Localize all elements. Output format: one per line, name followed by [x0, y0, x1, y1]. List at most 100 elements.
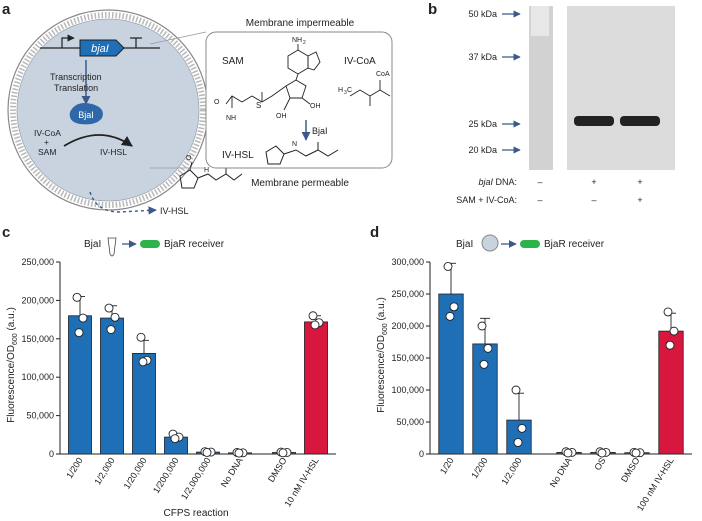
data-point	[74, 328, 84, 338]
x-tick-label: DMSO	[266, 456, 289, 484]
x-tick-label: 100 nM IV-HSL	[635, 456, 676, 513]
ivcoa-structure: H 3 C CoA	[338, 71, 391, 106]
panel-d-schematic-left: BjaI	[456, 239, 473, 250]
panel-d-ylabel-suffix: (a.u.)	[376, 297, 387, 323]
gel-sign: +	[637, 177, 642, 187]
row1-label-rest: DNA:	[493, 177, 517, 187]
tube-icon	[107, 237, 117, 257]
data-point	[78, 313, 88, 323]
y-tick-label: 250,000	[391, 289, 424, 299]
data-point	[449, 302, 459, 312]
ivcoa-c-atom: C	[347, 87, 352, 94]
panel-c-label: c	[2, 224, 10, 241]
sam-o-minus-atom: O	[214, 99, 220, 106]
sam-nh2-bottom-atom: NH	[226, 115, 236, 122]
ivhsl-h-atom: H	[204, 167, 209, 174]
x-tick-label: 1/20,000	[122, 456, 149, 491]
ivhsl-o-atom: O	[186, 155, 192, 162]
terminator-icon	[130, 37, 142, 48]
gel-marker-label: 25 kDa	[468, 119, 497, 129]
diffusion-arrow	[89, 191, 157, 215]
data-point	[110, 312, 120, 322]
gel-marker-label: 50 kDa	[468, 9, 497, 19]
panel-d-ylabel: Fluorescence/OD600 (a.u.)	[376, 297, 389, 413]
panel-d-schematic-right: BjaR receiver	[544, 239, 605, 250]
cell-cytoplasm	[16, 18, 200, 202]
x-tick-label: 1/200	[469, 456, 489, 480]
protein-label: BjaI	[78, 110, 94, 120]
ivcoa-h3c-atom: H	[338, 87, 343, 94]
gene-construct: bjaI	[40, 34, 160, 57]
sam-nh2-sub: 2	[303, 40, 306, 46]
x-tick-label: 1/200	[64, 456, 84, 480]
data-point	[170, 434, 180, 444]
panel-d-ylabel-sub: 600	[382, 323, 389, 335]
y-tick-label: 200,000	[391, 321, 424, 331]
x-tick-label: 1/2,000	[499, 456, 523, 487]
bar	[100, 317, 124, 455]
panel-c-ylabel-sub: 600	[12, 333, 19, 345]
panel-c-receiver-icon	[140, 240, 160, 248]
x-tick-label: No DNA	[548, 456, 574, 489]
gel-signs: – + + – – +	[537, 177, 642, 205]
box-ivhsl-text: IV-HSL	[222, 150, 254, 161]
x-tick-label: OS	[592, 456, 607, 472]
data-point	[663, 307, 673, 317]
zoom-box	[205, 31, 393, 169]
gel-sign: +	[637, 195, 642, 205]
data-point	[443, 262, 453, 271]
y-tick-label: 300,000	[391, 257, 424, 267]
panel-d-receiver-icon	[520, 240, 540, 248]
panel-c: c BjaI BjaR receiver Fluorescence/OD600 …	[2, 224, 336, 519]
data-point	[234, 448, 244, 458]
row2-label: SAM + IV-CoA:	[456, 195, 517, 205]
y-tick-label: 150,000	[391, 353, 424, 363]
row1-label: bjaI DNA:	[478, 177, 517, 187]
panel-d-label: d	[370, 224, 379, 241]
sam-text: SAM	[38, 147, 56, 157]
gel-sign: –	[591, 195, 596, 205]
data-point	[563, 448, 573, 458]
y-tick-label: 100,000	[391, 385, 424, 395]
panel-a-label: a	[2, 1, 11, 18]
box-enzyme-text: BjaI	[312, 126, 328, 136]
panel-d: d BjaI BjaR receiver Fluorescence/OD600 …	[370, 224, 692, 513]
data-point	[136, 332, 146, 342]
plus-text: +	[44, 137, 49, 147]
y-tick-label: 0	[419, 449, 424, 459]
y-tick-label: 50,000	[26, 411, 54, 421]
gel-sign: +	[591, 177, 596, 187]
bar	[304, 321, 328, 455]
data-point	[72, 292, 82, 302]
panel-b: b 50 kDa 37 kDa 25 kDa 20 kDa bjaI DNA: SAM…	[428, 1, 675, 205]
data-point	[631, 448, 641, 458]
y-tick-label: 250,000	[21, 257, 54, 267]
ivhsl-outside-text: IV-HSL	[160, 206, 189, 216]
box-top-text: Membrane impermeable	[246, 18, 355, 29]
box-bottom-text: Membrane permeable	[251, 178, 349, 189]
ivcoa-coa-atom: CoA	[376, 71, 390, 78]
data-point	[477, 321, 487, 331]
row1-label-italic: bjaI	[478, 177, 493, 187]
gene-label: bjaI	[91, 43, 109, 55]
promoter-arrow-icon	[61, 34, 75, 48]
data-point	[138, 357, 148, 367]
panel-d-ylabel-prefix: Fluorescence/OD	[376, 335, 387, 413]
x-tick-label: 1/2,000,000	[179, 456, 213, 502]
data-point	[597, 448, 607, 458]
y-tick-label: 0	[49, 449, 54, 459]
x-tick-label: 10 nM IV-HSL	[283, 456, 321, 509]
gel-sample-lanes	[567, 6, 675, 170]
bar	[506, 419, 532, 455]
data-point	[310, 320, 320, 330]
sam-nh2-atom: NH	[292, 37, 302, 44]
data-point	[202, 448, 212, 457]
data-point	[106, 325, 116, 335]
y-tick-label: 200,000	[21, 295, 54, 305]
x-tick-label: 1/200,000	[151, 456, 181, 495]
gel-markers: 50 kDa 37 kDa 25 kDa 20 kDa	[468, 9, 521, 155]
gel-sign: –	[537, 177, 542, 187]
bar	[658, 330, 684, 455]
data-point	[308, 311, 318, 321]
